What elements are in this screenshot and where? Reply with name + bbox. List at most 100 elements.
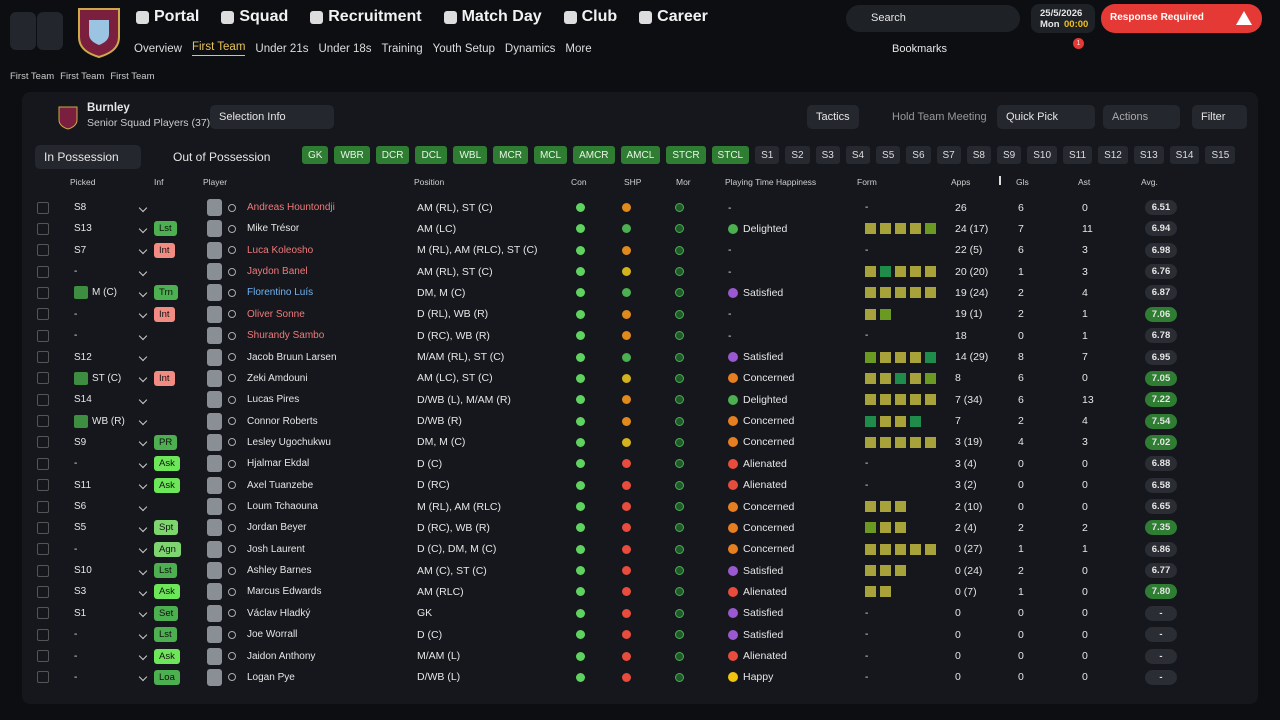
sub-chip[interactable]: S14 bbox=[1169, 146, 1200, 164]
player-row[interactable]: - Int Oliver Sonne D (RL), WB (R) - 19 (1) 2 1 7… bbox=[30, 304, 1235, 325]
player-row[interactable]: - Jaydon Banel AM (RL), ST (C) - 20 (20) 1 3 6.… bbox=[30, 261, 1235, 282]
player-row[interactable]: S10 Lst Ashley Barnes AM (C), ST (C) Satisfi… bbox=[30, 560, 1235, 581]
column-header[interactable]: Con bbox=[571, 177, 587, 187]
sub-chip[interactable]: S11 bbox=[1063, 146, 1093, 164]
sub-chip[interactable]: S4 bbox=[845, 146, 871, 164]
column-header[interactable]: Inf bbox=[154, 177, 164, 187]
icon bbox=[228, 566, 236, 575]
menu-item[interactable]: Recruitment bbox=[310, 8, 422, 26]
player-row[interactable]: ST (C) Int Zeki Amdouni AM (LC), ST (C) Conc… bbox=[30, 368, 1235, 389]
sub-chip[interactable]: S12 bbox=[1098, 146, 1128, 164]
sub-chip[interactable]: S3 bbox=[815, 146, 840, 164]
sub-chip[interactable]: S10 bbox=[1027, 146, 1058, 164]
column-header[interactable]: Ast bbox=[1078, 177, 1091, 187]
tab[interactable]: Out of Possession bbox=[173, 150, 271, 164]
happiness: Satisfied bbox=[728, 603, 783, 624]
submenu-item[interactable]: Under 18s bbox=[318, 42, 372, 55]
morale bbox=[675, 282, 684, 303]
sub-chip[interactable]: S13 bbox=[1133, 146, 1164, 164]
player-row[interactable]: S12 Jacob Bruun Larsen M/AM (RL), ST (C) Sa… bbox=[30, 347, 1235, 368]
crumb[interactable]: First Team bbox=[60, 71, 105, 82]
submenu-item[interactable]: First Team bbox=[191, 41, 246, 56]
position-chip[interactable]: STCR bbox=[666, 146, 706, 164]
position-chip[interactable]: GK bbox=[302, 146, 329, 164]
column-header[interactable]: Mor bbox=[676, 177, 691, 187]
player-row[interactable]: S6 Loum Tchaouna M (RL), AM (RLC) Concerned… bbox=[30, 496, 1235, 517]
player-row[interactable]: - Ask Hjalmar Ekdal D (C) Alienated - 3 (4) 0 0 6… bbox=[30, 453, 1235, 474]
quick-pick-button[interactable]: Quick Pick bbox=[997, 105, 1095, 129]
submenu-item[interactable]: Under 21s bbox=[255, 42, 309, 55]
avg-badge: 7.80 bbox=[1145, 584, 1177, 600]
actions-button[interactable]: Actions bbox=[1103, 105, 1180, 129]
sub-chip[interactable]: S7 bbox=[936, 146, 961, 164]
player-row[interactable]: - Ask Jaidon Anthony M/AM (L) Alienated - 0 0 0 - bbox=[30, 646, 1235, 667]
menu-item[interactable]: Club bbox=[563, 8, 617, 26]
menu-item[interactable]: Match Day bbox=[443, 8, 542, 26]
player-row[interactable]: S3 Ask Marcus Edwards AM (RLC) Alienated 0 (7… bbox=[30, 581, 1235, 602]
position-chip[interactable]: DCL bbox=[415, 146, 448, 164]
sub-chip[interactable]: S1 bbox=[755, 146, 780, 164]
position-chip[interactable]: MCL bbox=[533, 146, 568, 164]
column-header[interactable]: Apps bbox=[951, 177, 971, 187]
submenu-item[interactable]: Training bbox=[381, 42, 423, 55]
player-row[interactable]: S14 Lucas Pires D/WB (L), M/AM (R) Delighte… bbox=[30, 389, 1235, 410]
filter-button[interactable]: Filter bbox=[1192, 105, 1247, 129]
column-header[interactable]: Avg. bbox=[1141, 177, 1158, 187]
sub-chip[interactable]: S15 bbox=[1205, 146, 1236, 164]
player-row[interactable]: - Loa Logan Pye D/WB (L) Happy - 0 0 0 - bbox=[30, 667, 1235, 688]
crumb[interactable]: First Team bbox=[110, 71, 155, 82]
menu-item[interactable]: Career bbox=[639, 8, 708, 26]
player-row[interactable]: WB (R) Connor Roberts D/WB (R) Concerned 7 2 4… bbox=[30, 411, 1235, 432]
submenu-item[interactable]: Dynamics bbox=[504, 42, 556, 55]
column-header[interactable]: Playing Time Happiness bbox=[725, 177, 817, 187]
sub-chip[interactable]: S5 bbox=[876, 146, 901, 164]
column-header[interactable]: Picked bbox=[70, 177, 96, 187]
position-chip[interactable]: WBL bbox=[453, 146, 488, 164]
player-row[interactable]: S7 Int Luca Koleosho M (RL), AM (RLC), ST (… bbox=[30, 240, 1235, 261]
shp-icon bbox=[622, 395, 631, 405]
column-header[interactable]: SHP bbox=[624, 177, 642, 187]
tactics-button[interactable]: Tactics bbox=[807, 105, 859, 129]
player-row[interactable]: S11 Ask Axel Tuanzebe D (RC) Alienated - 3 (2)… bbox=[30, 475, 1235, 496]
menu-item[interactable]: Portal bbox=[136, 8, 199, 26]
position-chip[interactable]: DCR bbox=[375, 146, 410, 164]
position-chip[interactable]: STCL bbox=[711, 146, 750, 164]
player-row[interactable]: - Shurandy Sambo D (RC), WB (R) - - 18 0 1 6.78 bbox=[30, 325, 1235, 346]
menu-item[interactable]: Squad bbox=[221, 8, 288, 26]
sub-chip[interactable]: S6 bbox=[906, 146, 931, 164]
player-row[interactable]: S9 PR Lesley Ugochukwu DM, M (C) Concerned 3 … bbox=[30, 432, 1235, 453]
position-chip[interactable]: AMCL bbox=[620, 146, 661, 164]
submenu-item[interactable]: More bbox=[565, 42, 592, 55]
player-row[interactable]: - Agn Josh Laurent D (C), DM, M (C) Concerne… bbox=[30, 539, 1235, 560]
sub-chip[interactable]: S8 bbox=[966, 146, 991, 164]
player-row[interactable]: S13 Lst Mike Trésor AM (LC) Delighted 24 (17)… bbox=[30, 218, 1235, 239]
column-header[interactable]: Form bbox=[857, 177, 877, 187]
column-header[interactable]: Position bbox=[414, 177, 445, 187]
meeting-button[interactable]: Hold Team Meeting bbox=[892, 111, 987, 123]
sub-chip[interactable]: S9 bbox=[996, 146, 1022, 164]
player-row[interactable]: S1 Set Václav Hladký GK Satisfied - 0 0 0 - bbox=[30, 603, 1235, 624]
forward-button[interactable] bbox=[37, 12, 63, 50]
player-row[interactable]: S8 Andreas Hountondji AM (RL), ST (C) - - 26 6… bbox=[30, 197, 1235, 218]
alert-button[interactable] bbox=[1101, 4, 1262, 33]
submenu-item[interactable]: Youth Setup bbox=[432, 42, 495, 55]
selection-info-button[interactable]: Selection Info bbox=[210, 105, 334, 129]
back-button[interactable] bbox=[10, 12, 36, 50]
position-chip[interactable]: AMCR bbox=[573, 146, 615, 164]
tab-active[interactable]: In Possession bbox=[35, 145, 141, 169]
avg-badge: 7.22 bbox=[1145, 392, 1177, 408]
player-row[interactable]: - Lst Joe Worrall D (C) Satisfied - 0 0 0 - bbox=[30, 624, 1235, 645]
bookmarks[interactable]: Bookmarks bbox=[892, 43, 948, 55]
player-row[interactable]: S5 Spt Jordan Beyer D (RC), WB (R) Concerned… bbox=[30, 517, 1235, 538]
submenu-item[interactable]: Overview bbox=[134, 42, 182, 55]
form-square bbox=[880, 223, 891, 235]
column-header[interactable]: Gls bbox=[1016, 177, 1029, 187]
sub-chip[interactable]: S2 bbox=[785, 146, 810, 164]
position-chip[interactable]: WBR bbox=[334, 146, 370, 164]
position-chip[interactable]: MCR bbox=[493, 146, 528, 164]
crumb[interactable]: First Team bbox=[10, 71, 55, 82]
player-row[interactable]: M (C) Trn Florentino Luís DM, M (C) Satisfie… bbox=[30, 282, 1235, 303]
search-bar[interactable] bbox=[846, 5, 1020, 32]
column-header[interactable]: Player bbox=[203, 177, 228, 187]
